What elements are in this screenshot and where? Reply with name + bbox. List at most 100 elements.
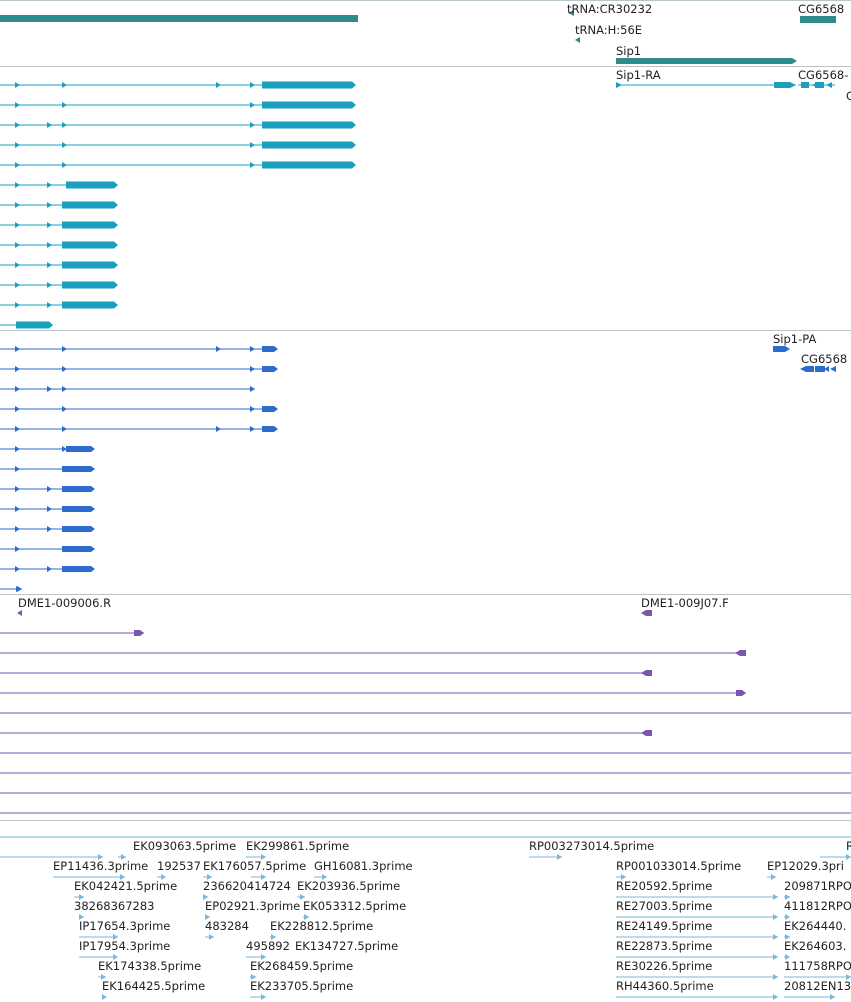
exon-block[interactable]: [262, 121, 352, 129]
exon-block[interactable]: [262, 406, 274, 412]
est-label[interactable]: EK228812.5prime: [270, 919, 373, 933]
exon-block[interactable]: [352, 101, 356, 109]
exon-block[interactable]: [49, 321, 53, 329]
cdna-feature[interactable]: [646, 730, 652, 736]
exon-block[interactable]: [274, 346, 278, 352]
est-label[interactable]: EK093063.5prime: [133, 839, 236, 853]
est-label[interactable]: EK203936.5prime: [297, 879, 400, 893]
est-label[interactable]: 495892: [246, 939, 290, 953]
exon-block[interactable]: [66, 181, 114, 189]
est-label[interactable]: IP17954.3prime: [79, 939, 170, 953]
est-label[interactable]: RH44360.5prime: [616, 979, 714, 993]
cds-label-cg6568[interactable]: CG6568: [801, 352, 847, 366]
est-label[interactable]: EK134727.5prime: [295, 939, 398, 953]
exon-block[interactable]: [16, 321, 49, 329]
exon-block[interactable]: [91, 546, 95, 552]
exon-block[interactable]: [114, 261, 118, 269]
mrna-label-sip1-ra[interactable]: Sip1-RA: [616, 68, 661, 82]
exon-block[interactable]: [62, 566, 91, 572]
est-label[interactable]: EK299861.5prime: [246, 839, 349, 853]
exon-block[interactable]: [91, 446, 95, 452]
est-label[interactable]: 209871RPO: [784, 879, 851, 893]
est-label[interactable]: RE27003.5prime: [616, 899, 712, 913]
cdna-label-dme1-009006[interactable]: DME1-009006.R: [18, 596, 111, 610]
exon-block[interactable]: [62, 241, 114, 249]
exon-block[interactable]: [114, 181, 118, 189]
exon-block[interactable]: [91, 526, 95, 532]
gene-feature[interactable]: [0, 15, 358, 22]
est-label[interactable]: 38268367283: [74, 899, 154, 913]
est-label[interactable]: R: [846, 839, 851, 853]
est-label[interactable]: EK164425.5prime: [102, 979, 205, 993]
exon-block[interactable]: [91, 566, 95, 572]
gene-label-sip1[interactable]: Sip1: [616, 44, 641, 58]
cds-feature-sip1-pa[interactable]: [773, 346, 785, 352]
exon-block[interactable]: [352, 121, 356, 129]
exon-block[interactable]: [262, 366, 274, 372]
est-label[interactable]: RE24149.5prime: [616, 919, 712, 933]
cdna-feature[interactable]: [740, 650, 746, 656]
est-label[interactable]: RE22873.5prime: [616, 939, 712, 953]
est-label[interactable]: EK042421.5prime: [74, 879, 177, 893]
exon-block[interactable]: [262, 161, 352, 169]
exon-block[interactable]: [352, 141, 356, 149]
cdna-label-dme1-009j07[interactable]: DME1-009J07.F: [641, 596, 729, 610]
gene-feature[interactable]: [575, 37, 580, 43]
exon-block[interactable]: [262, 141, 352, 149]
cds-feature-cg6568[interactable]: [806, 366, 814, 372]
exon-block[interactable]: [114, 221, 118, 229]
gene-label-cg6568[interactable]: CG6568: [798, 2, 844, 16]
est-label[interactable]: 20812EN13: [784, 979, 851, 993]
exon-block[interactable]: [274, 406, 278, 412]
exon-block[interactable]: [352, 161, 356, 169]
est-label[interactable]: EP02921.3prime: [205, 899, 300, 913]
mrna-label-cg6568-r[interactable]: CG6568-: [798, 68, 848, 82]
exon-block[interactable]: [91, 466, 95, 472]
exon-block[interactable]: [742, 690, 746, 696]
est-label[interactable]: 192537: [157, 859, 201, 873]
est-label[interactable]: EK264603.: [784, 939, 846, 953]
mrna-exon[interactable]: [815, 82, 824, 88]
exon-block[interactable]: [114, 241, 118, 249]
exon-block[interactable]: [62, 221, 114, 229]
exon-block[interactable]: [736, 690, 742, 696]
est-label[interactable]: EK233705.5prime: [250, 979, 353, 993]
exon-block[interactable]: [114, 301, 118, 309]
exon-block[interactable]: [91, 486, 95, 492]
exon-block[interactable]: [66, 446, 91, 452]
mrna-exon[interactable]: [774, 82, 790, 88]
est-label[interactable]: EK176057.5prime: [203, 859, 306, 873]
est-label[interactable]: EK264440.: [784, 919, 846, 933]
est-label[interactable]: 483284: [205, 919, 249, 933]
est-label[interactable]: RP003273014.5prime: [529, 839, 654, 853]
est-label[interactable]: IP17654.3prime: [79, 919, 170, 933]
exon-block[interactable]: [62, 466, 91, 472]
gene-feature-sip1[interactable]: [792, 58, 797, 64]
exon-block[interactable]: [114, 281, 118, 289]
est-label[interactable]: EK268459.5prime: [250, 959, 353, 973]
exon-block[interactable]: [62, 201, 114, 209]
cds-feature-cg6568[interactable]: [815, 366, 825, 372]
est-label[interactable]: 111758RPO: [784, 959, 851, 973]
est-label[interactable]: 411812RPO: [784, 899, 851, 913]
mrna-exon[interactable]: [801, 82, 809, 88]
est-label[interactable]: RE30226.5prime: [616, 959, 712, 973]
est-label[interactable]: RP001033014.5prime: [616, 859, 741, 873]
cdna-feature[interactable]: [646, 610, 652, 616]
est-label[interactable]: EP11436.3prime: [53, 859, 148, 873]
exon-block[interactable]: [62, 261, 114, 269]
exon-block[interactable]: [62, 506, 91, 512]
exon-block[interactable]: [262, 81, 352, 89]
exon-block[interactable]: [140, 630, 144, 636]
exon-block[interactable]: [62, 301, 114, 309]
est-label[interactable]: EK053312.5prime: [303, 899, 406, 913]
est-label[interactable]: EP12029.3pri: [767, 859, 844, 873]
gene-feature[interactable]: [568, 10, 574, 16]
exon-block[interactable]: [62, 546, 91, 552]
est-label[interactable]: RE20592.5prime: [616, 879, 712, 893]
exon-block[interactable]: [62, 486, 91, 492]
exon-block[interactable]: [62, 526, 91, 532]
gene-label-trna-cr30232[interactable]: tRNA:CR30232: [567, 2, 652, 16]
exon-block[interactable]: [114, 201, 118, 209]
gene-label-trna-h56e[interactable]: tRNA:H:56E: [575, 23, 642, 37]
